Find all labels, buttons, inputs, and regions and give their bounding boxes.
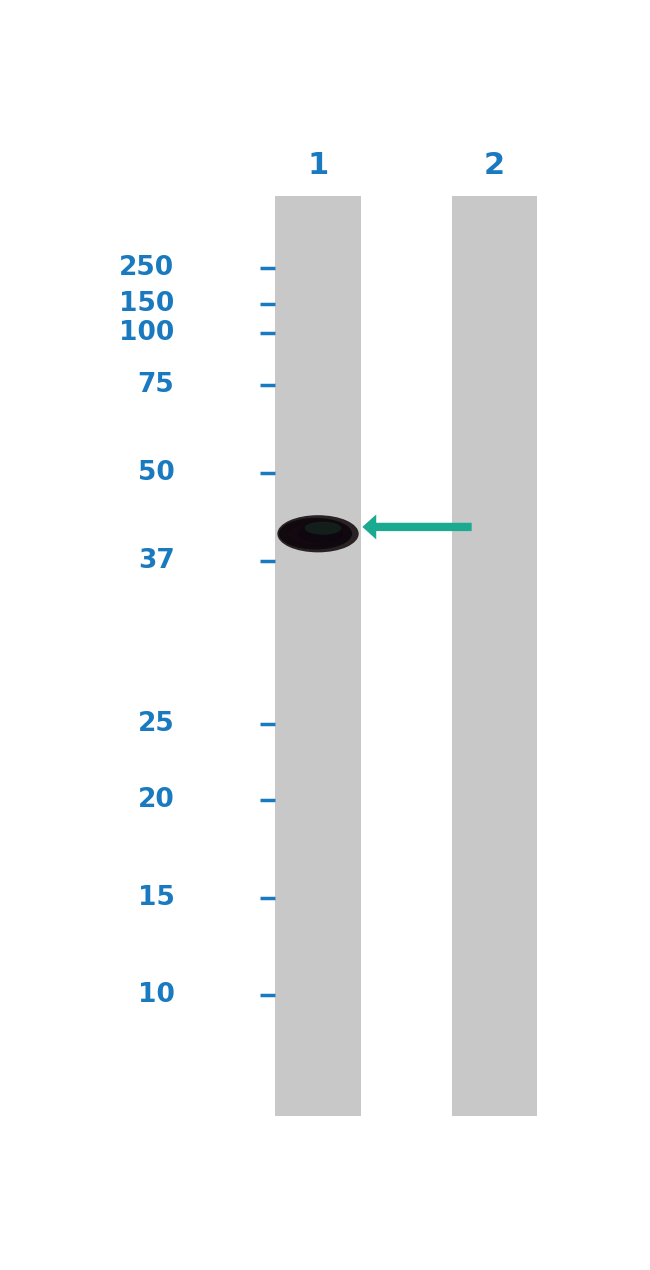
Text: 2: 2 — [484, 151, 505, 180]
Text: 1: 1 — [307, 151, 329, 180]
Text: 75: 75 — [138, 372, 174, 398]
Text: 250: 250 — [120, 255, 174, 281]
Text: 15: 15 — [138, 885, 174, 911]
Text: 150: 150 — [119, 291, 174, 318]
Bar — [452, 197, 537, 1115]
Text: 100: 100 — [119, 320, 174, 347]
Text: 50: 50 — [138, 460, 174, 486]
Text: 20: 20 — [138, 787, 174, 813]
Ellipse shape — [279, 518, 352, 550]
Bar — [275, 197, 361, 1115]
Ellipse shape — [287, 521, 352, 546]
Text: 25: 25 — [138, 711, 174, 738]
Ellipse shape — [278, 516, 359, 552]
Ellipse shape — [305, 522, 341, 535]
Text: 37: 37 — [138, 549, 174, 574]
Ellipse shape — [287, 523, 341, 544]
Text: 10: 10 — [138, 983, 174, 1008]
Ellipse shape — [298, 525, 343, 544]
